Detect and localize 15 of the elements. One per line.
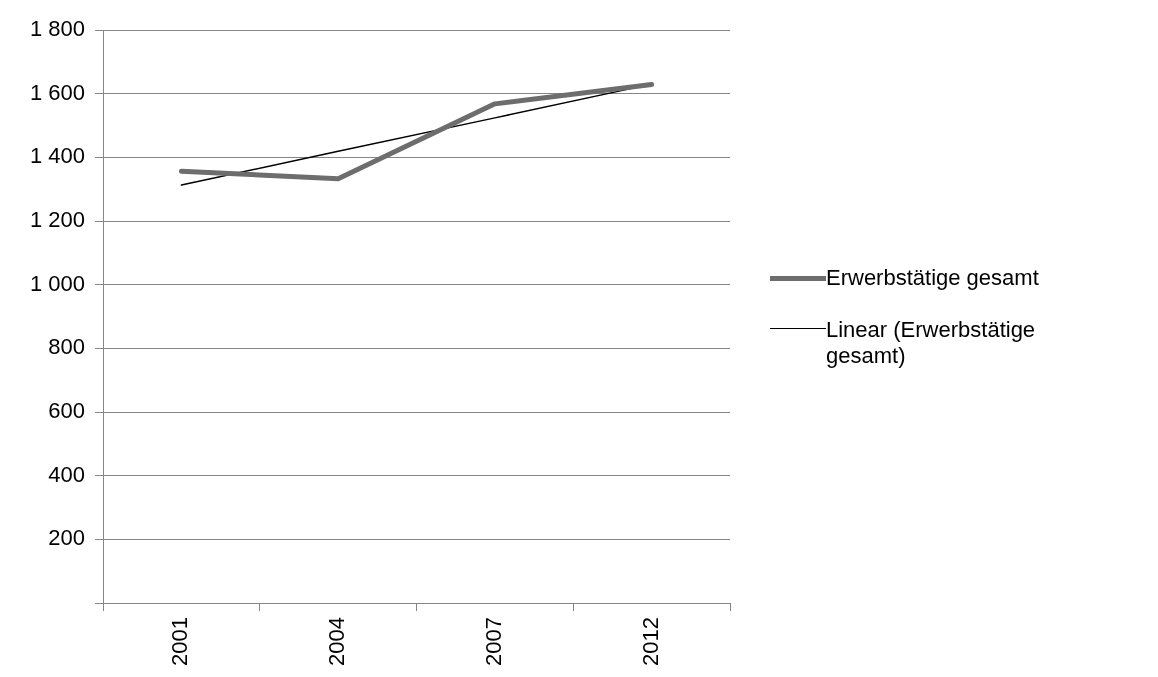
x-tick-label: 2007: [480, 617, 506, 667]
y-tick-label: 1 800: [29, 16, 86, 42]
y-tick-label: 400: [48, 461, 86, 487]
x-tick-label: 2004: [324, 617, 350, 667]
y-tick-label: 600: [48, 398, 86, 424]
y-tick-label: 800: [48, 334, 86, 360]
x-tick-label: 2001: [167, 617, 193, 667]
legend-label: Linear (Erwerbstätige gesamt): [826, 317, 1037, 369]
y-tick-label: 1 600: [29, 79, 86, 105]
y-tick-label: 1 000: [29, 270, 86, 296]
x-tick-label: 2012: [637, 617, 663, 667]
y-tick-label: 200: [48, 525, 86, 551]
legend-label: Erwerbstätige gesamt: [826, 265, 1039, 291]
y-tick-label: 1 400: [29, 143, 86, 169]
y-tick-label: 1 200: [29, 207, 86, 233]
